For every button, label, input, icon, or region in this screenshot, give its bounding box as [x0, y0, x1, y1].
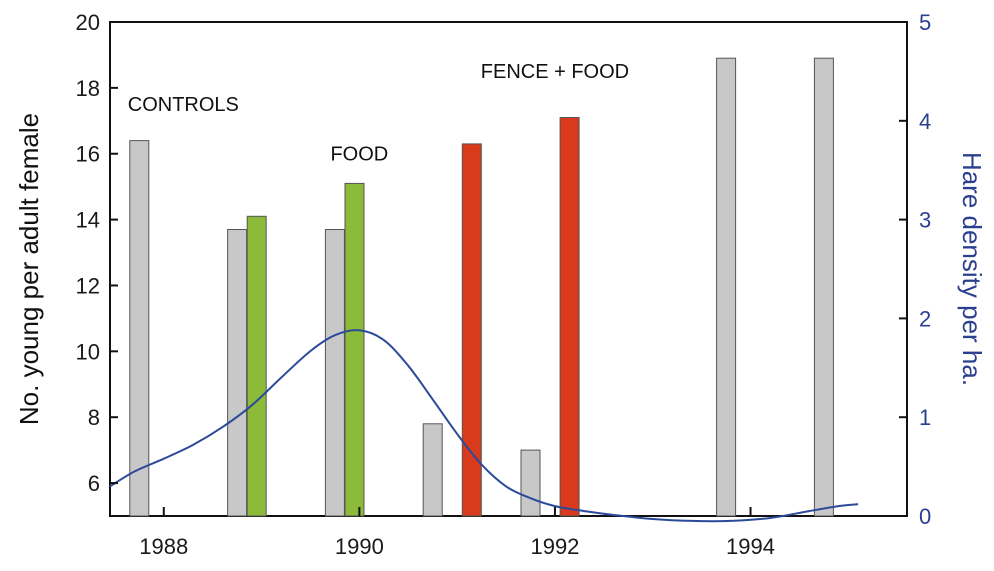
- bar-11: [813, 57, 834, 517]
- bar-4: [324, 229, 345, 517]
- y-tick-label-10: 10: [76, 339, 100, 364]
- annotation-2: FOOD: [330, 143, 388, 165]
- bar-8: [520, 449, 541, 517]
- annotation-1: CONTROLS: [128, 94, 239, 116]
- y-tick-label-12: 12: [76, 273, 100, 298]
- y2-tick-label-5: 5: [919, 10, 931, 35]
- y2-tick-label-4: 4: [919, 109, 931, 134]
- bar-9: [559, 117, 580, 517]
- y-tick-label-16: 16: [76, 142, 100, 167]
- y-tick-label-20: 20: [76, 10, 100, 35]
- density-line: [109, 329, 859, 523]
- right-axis: 0 1 2 3 4 5: [899, 10, 931, 529]
- y2-axis-title: Hare density per ha.: [957, 152, 987, 386]
- bar-6: [422, 423, 443, 517]
- bars: [129, 57, 834, 517]
- y2-tick-label-3: 3: [919, 208, 931, 233]
- y-tick-label-8: 8: [88, 405, 100, 430]
- x-tick-label-1992: 1992: [530, 534, 579, 559]
- y-tick-label-18: 18: [76, 76, 100, 101]
- y2-tick-label-1: 1: [919, 405, 931, 430]
- bar-3: [246, 215, 267, 517]
- bar-7: [461, 143, 482, 517]
- y-tick-label-14: 14: [76, 208, 100, 233]
- bar-10: [716, 57, 737, 517]
- density-layer: [109, 329, 859, 523]
- y2-tick-label-0: 0: [919, 504, 931, 529]
- annotation-3: FENCE + FOOD: [481, 61, 629, 83]
- bar-2: [227, 229, 248, 517]
- y2-tick-label-2: 2: [919, 306, 931, 331]
- bar-1: [129, 140, 150, 517]
- x-tick-label-1994: 1994: [726, 534, 775, 559]
- x-tick-label-1988: 1988: [139, 534, 188, 559]
- y-axis-title: No. young per adult female: [14, 113, 44, 425]
- x-tick-label-1990: 1990: [335, 534, 384, 559]
- bar-5: [344, 182, 365, 517]
- bottom-axis: 1988 1990 1992 1994: [139, 507, 775, 559]
- y-tick-label-6: 6: [88, 471, 100, 496]
- annotations: CONTROLS FOOD FENCE + FOOD: [128, 61, 629, 165]
- left-axis: 6 8 10 12 14 16 18 20: [76, 10, 118, 496]
